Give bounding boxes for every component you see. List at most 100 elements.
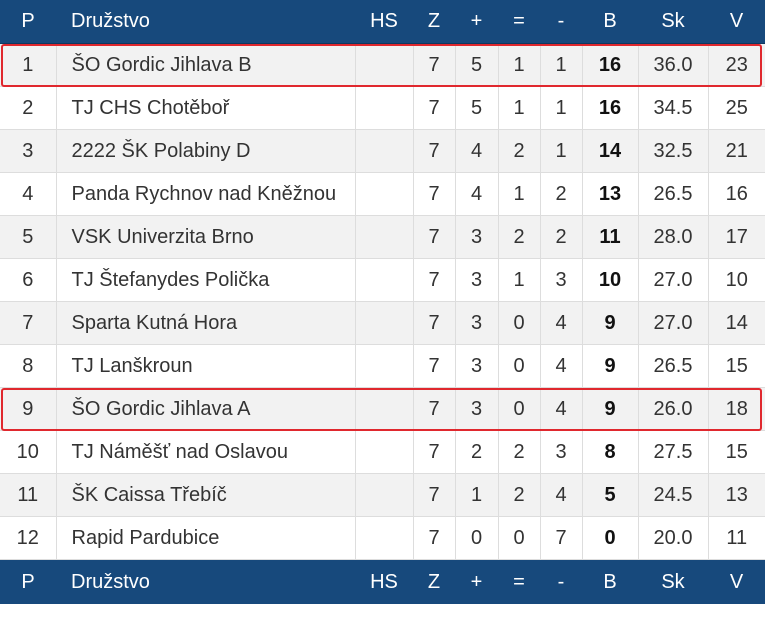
cell-games: 7 — [413, 43, 456, 87]
table-footer: P Družstvo HS Z + = - B Sk V — [0, 559, 765, 604]
cell-draws: 0 — [498, 301, 541, 345]
cell-games: 7 — [413, 172, 456, 216]
cell-wins: 5 — [455, 86, 499, 130]
cell-games: 7 — [413, 430, 456, 474]
cell-draws: 2 — [498, 430, 541, 474]
cell-losses: 1 — [540, 86, 583, 130]
cell-score: 28.0 — [638, 215, 709, 259]
table-body: 1 ŠO Gordic Jihlava B 7 5 1 1 16 36.0 23 2 TJ CHS … — [0, 43, 765, 560]
table-header: P Družstvo HS Z + = - B Sk V — [0, 0, 765, 44]
cell-losses: 2 — [540, 172, 583, 216]
table-row: 10 TJ Náměšť nad Oslavou 7 2 2 3 8 27.5 15 — [0, 430, 765, 474]
cell-points: 13 — [582, 172, 639, 216]
cell-position: 7 — [0, 301, 57, 345]
cell-position: 3 — [0, 129, 57, 173]
cell-draws: 1 — [498, 172, 541, 216]
table-row: 8 TJ Lanškroun 7 3 0 4 9 26.5 15 — [0, 344, 765, 388]
cell-points: 11 — [582, 215, 639, 259]
cell-draws: 2 — [498, 215, 541, 259]
header-position: P — [0, 0, 56, 44]
cell-wins: 2 — [455, 430, 499, 474]
cell-hs — [355, 516, 414, 560]
cell-draws: 2 — [498, 129, 541, 173]
cell-wins: 3 — [455, 215, 499, 259]
footer-games: Z — [413, 559, 455, 604]
table-row: 12 Rapid Pardubice 7 0 0 7 0 20.0 11 — [0, 516, 765, 560]
header-wins: + — [455, 0, 498, 44]
header-row: P Družstvo HS Z + = - B Sk V — [0, 0, 765, 44]
header-hs: HS — [355, 0, 413, 44]
cell-position: 6 — [0, 258, 57, 302]
cell-score: 32.5 — [638, 129, 709, 173]
cell-hs — [355, 43, 414, 87]
cell-score: 27.0 — [638, 301, 709, 345]
cell-v: 18 — [708, 387, 765, 431]
cell-games: 7 — [413, 215, 456, 259]
table-row: 11 ŠK Caissa Třebíč 7 1 2 4 5 24.5 13 — [0, 473, 765, 517]
cell-position: 4 — [0, 172, 57, 216]
cell-points: 9 — [582, 344, 639, 388]
cell-score: 20.0 — [638, 516, 709, 560]
footer-row: P Družstvo HS Z + = - B Sk V — [0, 559, 765, 604]
cell-score: 34.5 — [638, 86, 709, 130]
cell-team: Panda Rychnov nad Kněžnou — [56, 172, 356, 216]
table-row: 1 ŠO Gordic Jihlava B 7 5 1 1 16 36.0 23 — [0, 43, 765, 87]
cell-losses: 7 — [540, 516, 583, 560]
cell-losses: 4 — [540, 473, 583, 517]
table-row: 4 Panda Rychnov nad Kněžnou 7 4 1 2 13 26.5 16 — [0, 172, 765, 216]
cell-score: 24.5 — [638, 473, 709, 517]
header-score: Sk — [638, 0, 708, 44]
cell-draws: 0 — [498, 344, 541, 388]
cell-v: 25 — [708, 86, 765, 130]
cell-losses: 2 — [540, 215, 583, 259]
cell-wins: 0 — [455, 516, 499, 560]
cell-games: 7 — [413, 258, 456, 302]
cell-draws: 1 — [498, 258, 541, 302]
cell-team: VSK Univerzita Brno — [56, 215, 356, 259]
cell-wins: 3 — [455, 387, 499, 431]
cell-wins: 5 — [455, 43, 499, 87]
cell-hs — [355, 430, 414, 474]
footer-position: P — [0, 559, 56, 604]
cell-team: TJ Lanškroun — [56, 344, 356, 388]
cell-points: 9 — [582, 301, 639, 345]
cell-losses: 3 — [540, 430, 583, 474]
cell-draws: 0 — [498, 387, 541, 431]
cell-points: 0 — [582, 516, 639, 560]
cell-v: 23 — [708, 43, 765, 87]
cell-hs — [355, 86, 414, 130]
cell-games: 7 — [413, 387, 456, 431]
cell-wins: 3 — [455, 301, 499, 345]
cell-position: 8 — [0, 344, 57, 388]
header-v: V — [708, 0, 765, 44]
cell-wins: 3 — [455, 258, 499, 302]
cell-score: 26.0 — [638, 387, 709, 431]
table-row: 5 VSK Univerzita Brno 7 3 2 2 11 28.0 17 — [0, 215, 765, 259]
cell-hs — [355, 215, 414, 259]
footer-team: Družstvo — [56, 559, 355, 604]
cell-position: 2 — [0, 86, 57, 130]
table-row: 7 Sparta Kutná Hora 7 3 0 4 9 27.0 14 — [0, 301, 765, 345]
cell-wins: 1 — [455, 473, 499, 517]
cell-losses: 3 — [540, 258, 583, 302]
cell-wins: 3 — [455, 344, 499, 388]
cell-position: 10 — [0, 430, 57, 474]
cell-points: 8 — [582, 430, 639, 474]
table-row: 6 TJ Štefanydes Polička 7 3 1 3 10 27.0 10 — [0, 258, 765, 302]
cell-wins: 4 — [455, 172, 499, 216]
cell-v: 15 — [708, 430, 765, 474]
cell-points: 14 — [582, 129, 639, 173]
footer-draws: = — [498, 559, 540, 604]
cell-hs — [355, 172, 414, 216]
cell-hs — [355, 344, 414, 388]
cell-games: 7 — [413, 473, 456, 517]
cell-team: ŠK Caissa Třebíč — [56, 473, 356, 517]
cell-games: 7 — [413, 301, 456, 345]
table-row: 9 ŠO Gordic Jihlava A 7 3 0 4 9 26.0 18 — [0, 387, 765, 431]
cell-v: 14 — [708, 301, 765, 345]
footer-hs: HS — [355, 559, 413, 604]
footer-wins: + — [455, 559, 498, 604]
cell-team: Rapid Pardubice — [56, 516, 356, 560]
cell-draws: 2 — [498, 473, 541, 517]
table-row: 2 TJ CHS Chotěboř 7 5 1 1 16 34.5 25 — [0, 86, 765, 130]
